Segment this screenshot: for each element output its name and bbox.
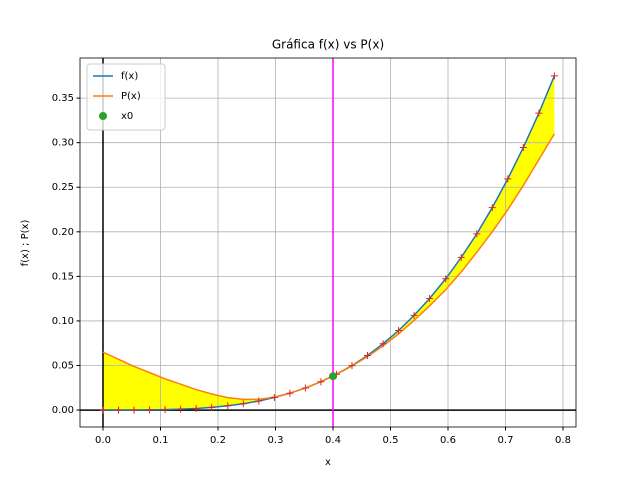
plus-marker (442, 275, 450, 283)
legend-box (86, 63, 166, 131)
x-tick-label: 0.6 (440, 435, 456, 446)
plus-marker (270, 393, 278, 401)
plus-marker (519, 143, 527, 151)
point (329, 372, 338, 381)
fill-area (103, 75, 555, 411)
plus-marker (115, 406, 123, 414)
x-tick-label: 0.8 (555, 435, 571, 446)
plus-marker (426, 294, 434, 302)
plus-marker (99, 406, 107, 414)
plus-marker (192, 404, 200, 412)
x-tick-label: 0.3 (268, 435, 284, 446)
plus-marker (301, 384, 309, 392)
plus-marker (395, 327, 403, 335)
plus-marker (550, 72, 558, 80)
x-axis-label: x (325, 457, 331, 468)
plus-marker (239, 400, 247, 408)
x-tick-label: 0.7 (498, 435, 514, 446)
x-tick-label: 0.1 (153, 435, 169, 446)
legend-label: x0 (121, 111, 133, 122)
plus-marker (535, 109, 543, 117)
y-tick-label: 0.10 (52, 316, 74, 327)
plus-marker (317, 378, 325, 386)
x-tick-label: 0.0 (95, 435, 111, 446)
plus-marker (410, 311, 418, 319)
x-tick-label: 0.5 (383, 435, 399, 446)
legend-label: P(x) (121, 91, 141, 102)
x-tick-label: 0.2 (210, 435, 226, 446)
y-tick-label: 0.15 (52, 271, 74, 282)
y-tick-label: 0.00 (52, 405, 74, 416)
plus-marker (379, 340, 387, 348)
plus-marker (224, 402, 232, 410)
plus-marker (146, 406, 154, 414)
plus-marker (177, 405, 185, 413)
plus-marker (364, 352, 372, 360)
plus-marker (208, 403, 216, 411)
y-axis-label: f(x) ; P(x) (20, 220, 31, 267)
plus-marker (130, 406, 138, 414)
y-tick-label: 0.35 (52, 93, 74, 104)
plus-marker (488, 204, 496, 212)
legend-label: f(x) (121, 71, 138, 82)
plus-marker (457, 253, 465, 261)
y-tick-label: 0.05 (52, 361, 74, 372)
y-tick-label: 0.20 (52, 227, 74, 238)
x-tick-label: 0.4 (325, 435, 341, 446)
plus-marker (286, 389, 294, 397)
plus-marker (161, 406, 169, 414)
series-line (103, 75, 556, 411)
y-tick-label: 0.25 (52, 182, 74, 193)
y-tick-label: 0.30 (52, 138, 74, 149)
plus-marker (255, 397, 263, 405)
chart-title: Gráfica f(x) vs P(x) (272, 38, 384, 52)
legend-swatch (99, 112, 107, 120)
plus-marker (504, 175, 512, 183)
plus-marker (348, 362, 356, 370)
plot-frame (79, 57, 577, 428)
series-line (102, 133, 556, 401)
plus-marker (473, 230, 481, 238)
